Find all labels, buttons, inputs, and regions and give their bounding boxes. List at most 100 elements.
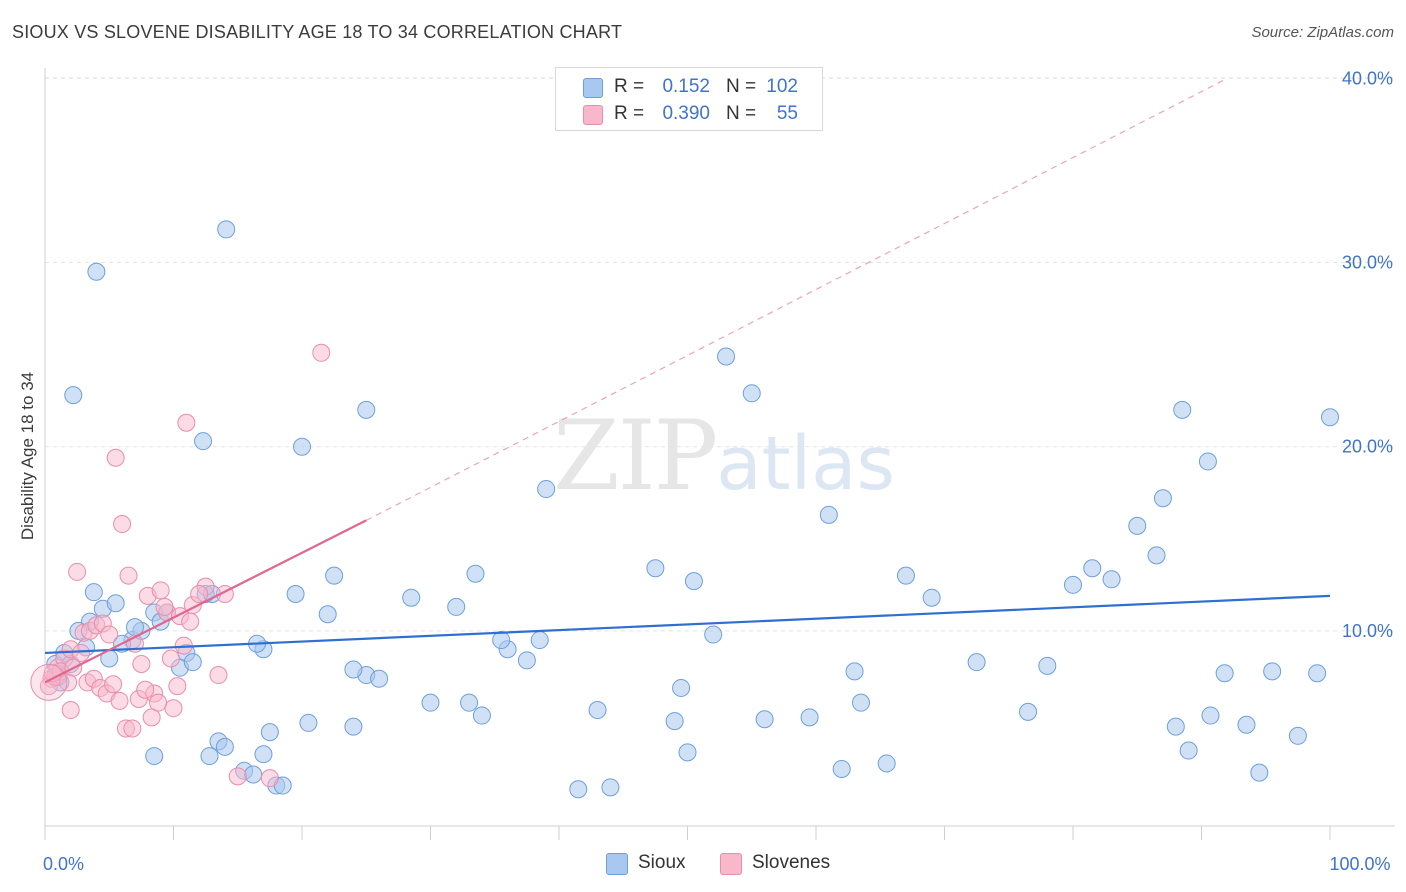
series-swatch-sioux bbox=[606, 853, 628, 875]
sioux-point bbox=[684, 572, 703, 591]
sioux-points bbox=[46, 220, 1339, 799]
slovene-point bbox=[104, 675, 123, 694]
source-label: Source: ZipAtlas.com bbox=[1251, 24, 1394, 41]
sioux-point bbox=[588, 701, 607, 720]
slovene-point bbox=[181, 612, 200, 631]
sioux-point bbox=[370, 669, 389, 688]
axis-labels: 10.0% 20.0% 30.0% 40.0% 0.0% 100.0% Disability… bbox=[18, 68, 1393, 874]
sioux-point bbox=[717, 347, 736, 366]
sioux-point bbox=[194, 432, 213, 451]
sioux-point bbox=[200, 747, 219, 766]
slovene-point-cluster bbox=[30, 663, 68, 701]
sioux-point bbox=[877, 754, 896, 773]
sioux-point bbox=[922, 588, 941, 607]
sioux-point bbox=[472, 706, 491, 725]
slovene-point bbox=[106, 448, 125, 467]
sioux-point bbox=[1166, 717, 1185, 736]
sioux-point bbox=[832, 759, 851, 778]
sioux-point bbox=[87, 262, 106, 281]
slovene-points bbox=[30, 343, 331, 788]
sioux-point bbox=[1250, 763, 1269, 782]
sioux-point bbox=[421, 693, 440, 712]
sioux-point bbox=[755, 710, 774, 729]
legend-r-value: 0.390 bbox=[662, 103, 710, 124]
sioux-point bbox=[665, 712, 684, 731]
sioux-point bbox=[84, 583, 103, 602]
sioux-point bbox=[646, 559, 665, 578]
series-label-slovenes: Slovenes bbox=[752, 852, 831, 873]
sioux-point bbox=[1173, 400, 1192, 419]
slovene-point bbox=[260, 769, 279, 788]
legend-n-label: N = bbox=[726, 103, 757, 124]
series-swatch-slovenes bbox=[720, 853, 742, 875]
sioux-point bbox=[344, 717, 363, 736]
sioux-point bbox=[800, 708, 819, 727]
sioux-point bbox=[1263, 662, 1282, 681]
sioux-point bbox=[1064, 575, 1082, 594]
sioux-point bbox=[325, 566, 344, 585]
slovene-point bbox=[228, 767, 247, 786]
sioux-point bbox=[845, 662, 864, 681]
y-tick-label: 20.0% bbox=[1342, 437, 1393, 457]
sioux-point bbox=[1083, 559, 1102, 578]
y-tick-label: 10.0% bbox=[1342, 621, 1393, 641]
sioux-point bbox=[106, 594, 125, 613]
sioux-point bbox=[1179, 741, 1198, 760]
y-tick-label: 30.0% bbox=[1342, 253, 1393, 273]
slovene-point bbox=[168, 677, 187, 696]
slovene-point bbox=[312, 343, 331, 362]
sioux-point bbox=[517, 651, 536, 670]
sioux-point bbox=[1201, 706, 1220, 725]
slovene-point bbox=[161, 649, 180, 668]
legend-n-label: N = bbox=[726, 76, 757, 97]
slovene-point bbox=[155, 597, 174, 616]
slovene-point bbox=[113, 515, 132, 534]
sioux-point bbox=[460, 693, 479, 712]
sioux-point bbox=[537, 480, 556, 499]
slovene-point bbox=[110, 691, 129, 710]
sioux-point bbox=[967, 653, 986, 672]
slovene-trend-line bbox=[44, 519, 367, 684]
sioux-point bbox=[742, 384, 761, 403]
slovene-point bbox=[123, 719, 142, 738]
legend-row-sioux: R = 0.152 N = 102 bbox=[556, 74, 822, 100]
sioux-point bbox=[1153, 489, 1172, 508]
slovene-point bbox=[68, 562, 87, 581]
sioux-point bbox=[244, 765, 263, 784]
watermark-atlas: atlas bbox=[716, 421, 896, 507]
sioux-point bbox=[260, 723, 279, 742]
legend-r-value: 0.152 bbox=[662, 76, 710, 97]
sioux-point bbox=[1237, 715, 1256, 734]
sioux-point bbox=[1038, 656, 1057, 675]
watermark: ZIPatlas bbox=[553, 400, 895, 512]
sioux-point bbox=[569, 780, 588, 799]
sioux-point bbox=[466, 564, 485, 583]
chart-title: SIOUX VS SLOVENE DISABILITY AGE 18 TO 34… bbox=[12, 22, 623, 42]
slovene-point bbox=[209, 666, 228, 685]
watermark-zip: ZIP bbox=[553, 400, 718, 512]
sioux-point bbox=[318, 605, 337, 624]
slovene-point bbox=[136, 680, 155, 699]
series-label-sioux: Sioux bbox=[638, 852, 686, 873]
sioux-trend-line bbox=[44, 594, 1331, 655]
axes-layer bbox=[44, 68, 1395, 840]
x-tick-label: 100.0% bbox=[1329, 854, 1390, 874]
sioux-point bbox=[145, 747, 164, 766]
sioux-point bbox=[704, 625, 723, 644]
slovene-point bbox=[164, 699, 183, 718]
legend-swatch-sioux bbox=[583, 78, 603, 98]
sioux-point bbox=[819, 505, 838, 524]
correlation-legend: R = 0.152 N = 102 R = 0.390 N = 55 bbox=[555, 67, 823, 131]
sioux-point bbox=[344, 660, 363, 679]
sioux-point bbox=[254, 745, 273, 764]
legend-row-slovenes: R = 0.390 N = 55 bbox=[556, 101, 822, 127]
legend-r-label: R = bbox=[614, 103, 645, 124]
sioux-point bbox=[447, 597, 466, 616]
sioux-point bbox=[217, 220, 236, 239]
y-axis-label: Disability Age 18 to 34 bbox=[18, 372, 37, 540]
sioux-point bbox=[672, 678, 691, 697]
sioux-point bbox=[1288, 726, 1307, 745]
legend-swatch-slovenes bbox=[583, 105, 603, 125]
y-tick-label: 40.0% bbox=[1342, 68, 1393, 88]
